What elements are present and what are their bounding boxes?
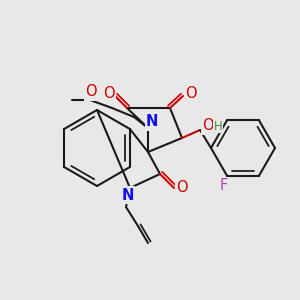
Text: O: O <box>202 118 214 134</box>
Text: N: N <box>146 115 158 130</box>
Text: O: O <box>185 86 197 101</box>
Text: H: H <box>214 119 222 133</box>
Text: F: F <box>220 178 228 193</box>
Text: O: O <box>103 86 115 101</box>
Text: N: N <box>122 188 134 202</box>
Text: O: O <box>85 85 97 100</box>
Text: O: O <box>176 181 188 196</box>
